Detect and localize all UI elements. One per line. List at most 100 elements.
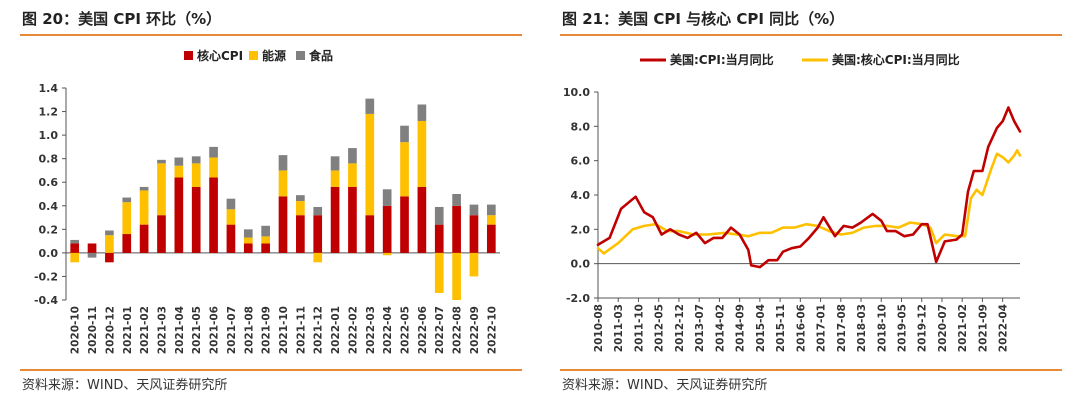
y-tick-label: 4.0 [571, 189, 591, 202]
x-tick-label: 2022-03 [365, 306, 377, 354]
x-tick-label: 2020-11 [87, 306, 99, 354]
bar-segment [209, 177, 218, 253]
bar-segment [330, 186, 340, 253]
mom-cpi-chart: -0.4 -0.2 0.0 0.2 0.4 0.6 0.8 1.0 1.2 1.4 2020-10 2… [34, 48, 500, 354]
bar-segment [70, 243, 80, 253]
bar-segment [417, 186, 427, 253]
bar-segment [400, 142, 409, 197]
x-tick-label: 2020-12 [104, 306, 116, 354]
bar-segment [365, 113, 375, 216]
bar-segment [400, 125, 409, 143]
x-tick-label: 2022-04 [382, 306, 394, 354]
bar-segment [296, 201, 305, 216]
x-tick-label: 2021-06 [209, 306, 221, 354]
bar-segment [469, 215, 479, 253]
x-tick-label: 2019-05 [896, 304, 908, 352]
y-tick-label: 8.0 [571, 120, 591, 133]
x-tick-label: 2018-10 [876, 304, 888, 352]
bar-segment [278, 170, 288, 197]
bar-segment [330, 170, 340, 187]
bar-segment [417, 120, 427, 187]
x-tick-label: 2013-07 [694, 304, 706, 352]
x-tick-label: 2022-09 [469, 306, 481, 354]
bar-segment [382, 205, 392, 253]
bar-segment [70, 252, 80, 263]
y-tick-label: 0.0 [571, 258, 591, 271]
bar-segment [278, 196, 288, 253]
y-tick-label: -0.4 [34, 294, 58, 307]
legend-swatch [249, 51, 258, 60]
x-tick-label: 2020-07 [937, 304, 949, 352]
y-tick-label: 0.0 [39, 247, 59, 260]
bar-segment [452, 205, 461, 253]
x-tick-label: 2011-03 [613, 304, 625, 352]
x-tick-label: 2015-04 [755, 304, 767, 352]
legend-swatch [296, 51, 305, 60]
y-tick-label: 10.0 [563, 86, 590, 99]
bar-segment [452, 194, 461, 206]
bar-segment [486, 215, 496, 225]
x-tick-label: 2016-06 [795, 304, 807, 352]
bar-segment [296, 195, 305, 202]
bar-segment [330, 156, 340, 171]
x-tick-label: 2018-03 [856, 304, 868, 352]
y-tick-label: 0.4 [39, 200, 59, 213]
legend-swatch [184, 51, 193, 60]
x-tick-label: 2022-08 [452, 306, 464, 354]
bar-segment [365, 215, 375, 253]
bar-segment [243, 229, 253, 238]
x-tick-label: 2021-02 [139, 306, 151, 354]
bar-segment [365, 98, 375, 114]
source-note: 资料来源：WIND、天风证券研究所 [562, 378, 768, 393]
x-tick-label: 2021-02 [957, 304, 969, 352]
bar-segment [157, 163, 166, 216]
bar-segment [434, 206, 444, 225]
bar-segment [139, 190, 149, 225]
x-tick-label: 2021-09 [261, 306, 273, 354]
bar-segment [452, 252, 461, 300]
left-chart-panel: 图 20：美国 CPI 环比（%） -0.4 -0.2 0.0 0.2 0.4 0.6 0.… [20, 10, 522, 393]
x-tick-label: 2012-05 [654, 304, 666, 352]
y-tick-label: 0.8 [39, 153, 59, 166]
y-tick-label: 1.4 [39, 82, 59, 95]
x-tick-label: 2021-01 [122, 306, 134, 354]
y-tick-label: -2.0 [566, 292, 590, 305]
x-tick-label: 2022-04 [998, 304, 1010, 352]
bar-segment [139, 224, 149, 253]
bar-segment [209, 157, 218, 178]
x-tick-label: 2014-02 [714, 304, 726, 352]
bar-segment [174, 177, 184, 253]
x-tick-label: 2015-11 [775, 304, 787, 352]
x-tick-label: 2017-01 [816, 304, 828, 352]
bar-segment [486, 224, 496, 253]
x-tick-label: 2022-05 [400, 306, 412, 354]
right-chart-panel: 图 21：美国 CPI 与核心 CPI 同比（%） -2.0 0.0 2.0 4.0 6… [540, 0, 1080, 403]
bar-segment [139, 186, 149, 191]
bar-segment [469, 252, 479, 277]
bar-segment [226, 209, 236, 225]
bar-segment [469, 204, 479, 216]
y-tick-label: 0.6 [39, 176, 59, 189]
source-divider [20, 369, 522, 371]
x-tick-label: 2019-12 [917, 304, 929, 352]
bar-segment [122, 202, 132, 235]
bar-segment [400, 196, 409, 253]
bar-segment [296, 215, 305, 253]
x-tick-label: 2022-02 [347, 306, 359, 354]
y-tick-label: -0.2 [34, 270, 58, 283]
x-tick-label: 2021-07 [226, 306, 238, 354]
bar-segment [157, 159, 166, 164]
chart-title: 图 21：美国 CPI 与核心 CPI 同比（%） [562, 10, 845, 28]
bar-segment [382, 189, 392, 206]
bar-segment [313, 206, 323, 216]
bar-segment [434, 224, 444, 253]
x-tick-label: 2022-06 [417, 306, 429, 354]
bar-segment [313, 252, 323, 263]
chart-title: 图 20：美国 CPI 环比（%） [22, 10, 222, 28]
x-tick-label: 2011-10 [633, 304, 645, 352]
x-tick-label: 2022-01 [330, 306, 342, 354]
bar-segment [243, 243, 253, 253]
bar-segment [417, 104, 427, 121]
y-tick-label: 0.2 [39, 223, 59, 236]
yoy-cpi-chart: -2.0 0.0 2.0 4.0 6.0 8.0 10.0 2010-08 2011-03 201… [563, 52, 1022, 352]
